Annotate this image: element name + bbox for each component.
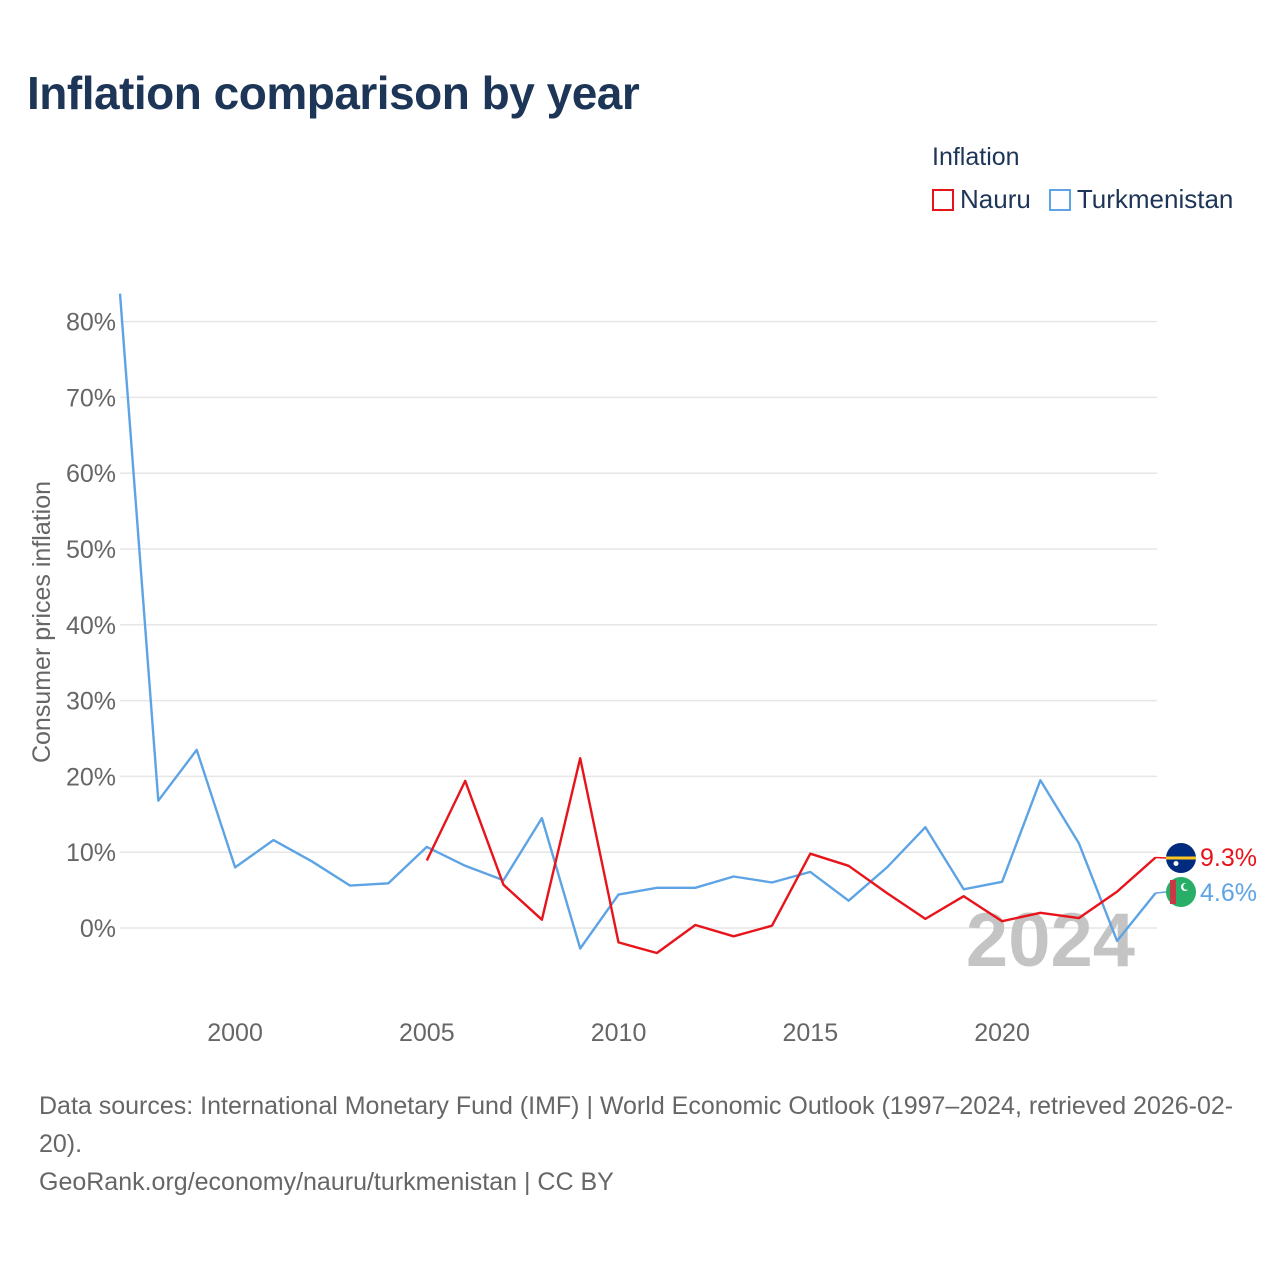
end-labels: 9.3% 4.6% bbox=[1155, 843, 1257, 907]
x-tick-label: 2010 bbox=[591, 1019, 647, 1047]
y-tick-label: 20% bbox=[66, 763, 116, 791]
footer: Data sources: International Monetary Fun… bbox=[39, 1087, 1254, 1201]
data-sources: Data sources: International Monetary Fun… bbox=[39, 1092, 1234, 1158]
nauru-flag bbox=[1166, 843, 1196, 873]
x-tick-label: 2020 bbox=[974, 1019, 1030, 1047]
y-tick-label: 70% bbox=[66, 384, 116, 412]
y-tick-label: 80% bbox=[66, 309, 116, 337]
legend-swatch-nauru bbox=[932, 188, 954, 211]
series-lines bbox=[118, 293, 1157, 955]
credit-link[interactable]: GeoRank.org/economy/nauru/turkmenistan |… bbox=[39, 1168, 614, 1196]
legend-item-nauru[interactable]: Nauru bbox=[932, 184, 1031, 215]
legend-swatch-turkmenistan bbox=[1048, 188, 1071, 211]
legend-label-nauru: Nauru bbox=[960, 184, 1031, 214]
end-value-nauru: 9.3% bbox=[1200, 844, 1257, 872]
x-tick-label: 2000 bbox=[207, 1019, 263, 1047]
year-watermark: 2024 bbox=[966, 898, 1135, 983]
end-value-turkmenistan: 4.6% bbox=[1200, 879, 1257, 907]
x-axis-ticks: 2000 2005 2010 2015 2020 bbox=[207, 1019, 1030, 1047]
y-axis-label: Consumer prices inflation bbox=[28, 481, 56, 763]
legend-title: Inflation bbox=[932, 143, 1020, 171]
end-connector bbox=[1155, 891, 1167, 894]
y-tick-label: 10% bbox=[66, 839, 116, 867]
turkmenistan-flag bbox=[1166, 877, 1196, 907]
series-line-nauru[interactable] bbox=[425, 757, 1157, 955]
chart-title: Inflation comparison by year bbox=[27, 67, 640, 119]
turkmenistan-flag-carpet-stripe bbox=[1170, 880, 1176, 904]
turkmenistan-flag-crescent-cut bbox=[1183, 883, 1190, 890]
gridlines bbox=[120, 320, 1157, 929]
x-tick-label: 2005 bbox=[399, 1019, 455, 1047]
x-tick-label: 2015 bbox=[782, 1019, 838, 1047]
y-axis-ticks: 0% 10% 20% 30% 40% 50% 60% 70% 80% bbox=[66, 309, 116, 943]
nauru-flag-star bbox=[1173, 861, 1179, 866]
line-chart: 0%10%20%30%40%50%60%70%80% 2000 2005 2010 2… bbox=[28, 293, 1257, 1047]
y-tick-label: 50% bbox=[66, 536, 116, 564]
legend-label-turkmenistan: Turkmenistan bbox=[1076, 184, 1234, 214]
legend-item-turkmenistan[interactable]: Turkmenistan bbox=[1048, 184, 1234, 215]
y-tick-label: 60% bbox=[66, 460, 116, 488]
series-line-turkmenistan[interactable] bbox=[118, 293, 1157, 950]
y-tick-label: 40% bbox=[66, 612, 116, 640]
nauru-flag-stripe bbox=[1166, 856, 1196, 860]
legend: Inflation Nauru Turkmenistan bbox=[932, 143, 1251, 215]
y-tick-label: 30% bbox=[66, 688, 116, 716]
y-tick-label: 0% bbox=[80, 915, 116, 943]
